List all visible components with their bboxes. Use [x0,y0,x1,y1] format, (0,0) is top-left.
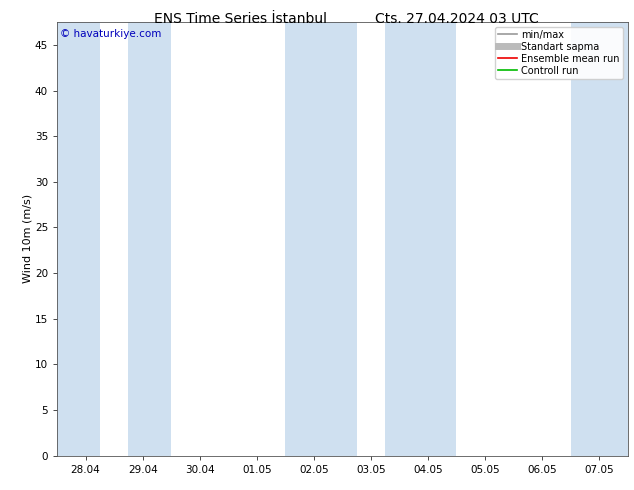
Text: Cts. 27.04.2024 03 UTC: Cts. 27.04.2024 03 UTC [375,12,538,26]
Bar [385,22,456,456]
Bar [285,22,356,456]
Y-axis label: Wind 10m (m/s): Wind 10m (m/s) [22,195,32,283]
Legend: min/max, Standart sapma, Ensemble mean run, Controll run: min/max, Standart sapma, Ensemble mean r… [495,27,623,78]
Bar [57,22,100,456]
Bar [571,22,628,456]
Text: © havaturkiye.com: © havaturkiye.com [60,28,161,39]
Bar [128,22,171,456]
Text: ENS Time Series İstanbul: ENS Time Series İstanbul [155,12,327,26]
